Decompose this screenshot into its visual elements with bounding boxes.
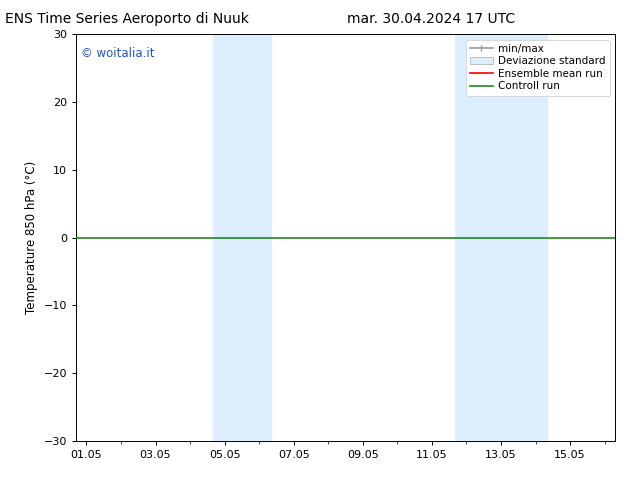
Y-axis label: Temperature 850 hPa (°C): Temperature 850 hPa (°C) — [25, 161, 38, 314]
Text: ENS Time Series Aeroporto di Nuuk: ENS Time Series Aeroporto di Nuuk — [5, 12, 249, 26]
Bar — [213, 34, 271, 441]
Text: mar. 30.04.2024 17 UTC: mar. 30.04.2024 17 UTC — [347, 12, 515, 26]
Bar — [455, 34, 547, 441]
Legend: min/max, Deviazione standard, Ensemble mean run, Controll run: min/max, Deviazione standard, Ensemble m… — [466, 40, 610, 96]
Text: © woitalia.it: © woitalia.it — [81, 47, 155, 59]
